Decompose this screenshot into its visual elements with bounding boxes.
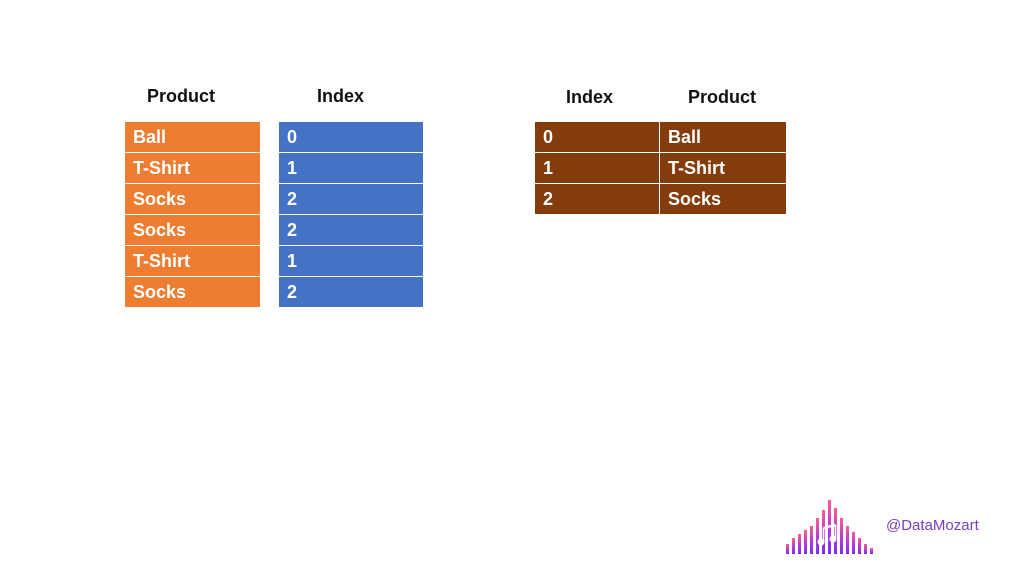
lookup-index-cell: 2 bbox=[535, 184, 660, 214]
index-cell: 0 bbox=[279, 122, 423, 152]
right-index-column: 0 1 2 bbox=[535, 122, 660, 215]
product-cell: Socks bbox=[125, 215, 260, 245]
left-index-column: 0 1 2 2 1 2 bbox=[279, 122, 423, 308]
right-index-header: Index bbox=[566, 87, 614, 107]
product-cell: T-Shirt bbox=[125, 246, 260, 276]
lookup-product-cell: Socks bbox=[660, 184, 786, 214]
index-cell: 2 bbox=[279, 215, 423, 245]
index-cell: 1 bbox=[279, 246, 423, 276]
right-product-header: Product bbox=[688, 87, 757, 107]
music-equalizer-icon bbox=[786, 500, 873, 554]
lookup-product-cell: Ball bbox=[660, 122, 786, 152]
left-product-header: Product bbox=[147, 86, 216, 106]
index-cell: 2 bbox=[279, 277, 423, 307]
product-cell: Ball bbox=[125, 122, 260, 152]
left-product-column: Ball T-Shirt Socks Socks T-Shirt Socks bbox=[125, 122, 260, 308]
product-cell: Socks bbox=[125, 277, 260, 307]
lookup-index-cell: 1 bbox=[535, 153, 660, 183]
lookup-index-cell: 0 bbox=[535, 122, 660, 152]
index-cell: 2 bbox=[279, 184, 423, 214]
index-cell: 1 bbox=[279, 153, 423, 183]
author-handle: @DataMozart bbox=[886, 517, 979, 534]
lookup-product-cell: T-Shirt bbox=[660, 153, 786, 183]
right-product-column: Ball T-Shirt Socks bbox=[660, 122, 786, 215]
product-cell: Socks bbox=[125, 184, 260, 214]
product-cell: T-Shirt bbox=[125, 153, 260, 183]
left-index-header: Index bbox=[317, 86, 365, 106]
